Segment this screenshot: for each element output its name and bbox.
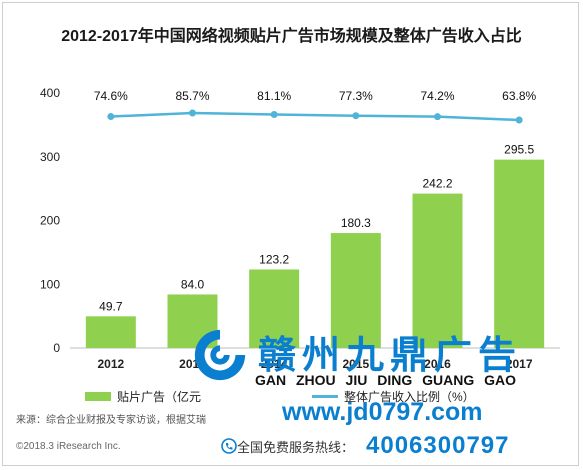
legend-bar-label: 贴片广告（亿元 [117,390,202,404]
y-tick-label: 400 [40,86,60,100]
line-point [434,113,441,121]
chart-frame [2,2,579,466]
source-note: 来源：综合企业财报及专家访谈，根据艾瑞 [16,415,206,426]
watermark-name: 赣州九鼎广告 [258,335,523,377]
x-tick-label: 2012 [97,357,124,371]
line-data-label: 77.3% [339,89,373,103]
bar-data-label: 295.5 [504,143,534,157]
bar [412,193,463,348]
legend-line-label: 整体广告收入比例（%） [344,390,475,404]
bar [330,233,381,348]
y-tick-label: 0 [53,341,60,355]
x-tick-label: 2017 [506,357,533,371]
x-tick-label: 2015 [342,357,369,371]
y-tick-label: 300 [40,150,60,164]
y-tick-label: 100 [40,277,60,291]
bar [85,316,136,348]
chart-title: 2012-2017年中国网络视频贴片广告市场规模及整体广告收入占比 [61,28,522,45]
bar-data-label: 84.0 [181,277,205,291]
legend-line: 整体广告收入比例（%） [312,388,475,405]
bar-data-label: 49.7 [99,299,123,313]
bar [494,159,545,348]
bar-data-label: 123.2 [259,252,289,266]
watermark-hotline: 全国免费服务热线： 4006300797 [221,432,510,460]
y-tick-label: 200 [40,214,60,228]
line-point [352,112,360,120]
line-data-label: 81.1% [257,89,291,103]
series-line [110,111,520,122]
x-tick-label: 2014 [261,357,288,371]
company-logo-icon [194,329,246,381]
line-point [107,113,115,121]
x-tick-label: 2016 [424,357,451,371]
bar-data-label: 242.2 [422,177,452,191]
watermark: 赣州九鼎广告 GAN ZHOU JIU DING GUANG GAO www.j… [185,322,575,467]
legend-bar: 贴片广告（亿元 [85,388,201,405]
line-point [189,109,196,117]
legend-line-swatch [312,395,338,398]
legend-bar-swatch [85,392,111,401]
watermark-phone[interactable]: 4006300797 [366,432,510,459]
line-data-label: 63.8% [502,89,536,103]
line-point [515,116,523,124]
watermark-hotline-label: 全国免费服务热线： [237,439,355,455]
line-point [270,110,278,118]
bar [249,269,300,348]
line-data-label: 74.2% [420,89,454,103]
copyright: ©2018.3 iResearch Inc. [16,441,121,452]
line-data-label: 74.6% [94,89,128,103]
phone-icon [221,438,237,454]
watermark-pinyin: GAN ZHOU JIU DING GUANG GAO [255,372,517,388]
watermark-url[interactable]: www.jd0797.com [282,398,483,426]
bar-data-label: 180.3 [341,216,371,230]
line-data-label: 85.7% [175,89,209,103]
